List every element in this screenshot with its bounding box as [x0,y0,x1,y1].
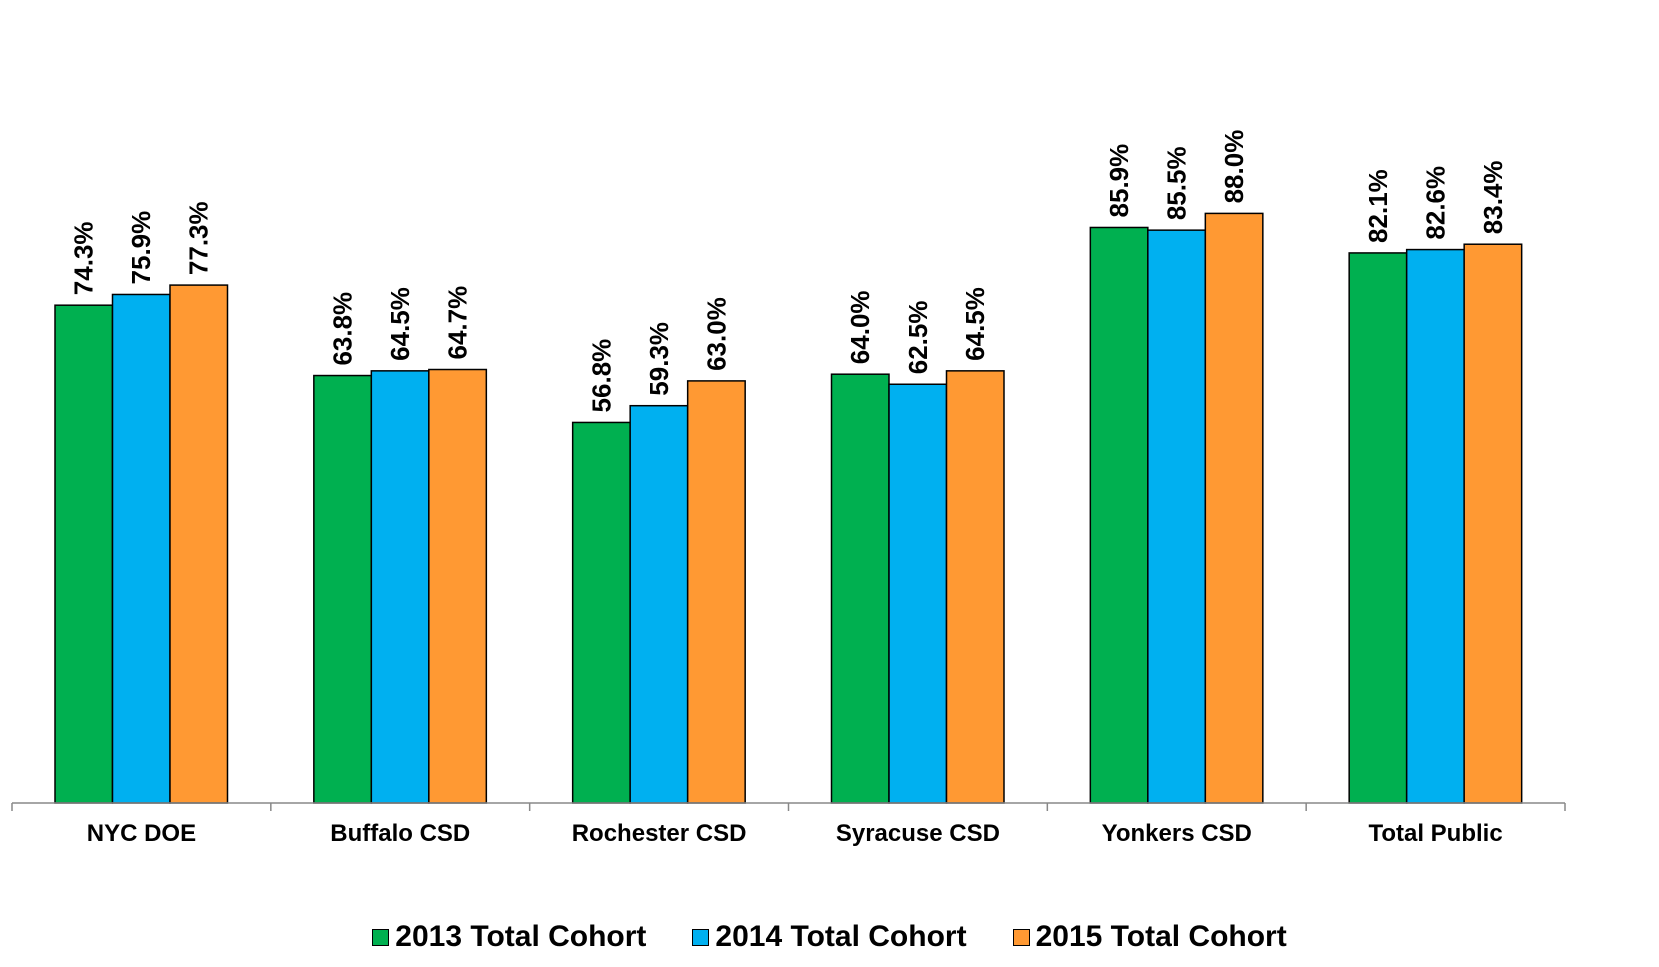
legend-swatch-2015 [1012,928,1030,946]
legend-item-2014: 2014 Total Cohort [692,920,967,954]
x-tick-label-total-public: Total Public [1368,820,1502,847]
data-label-rochester-csd-2013: 56.8% [586,339,616,413]
data-label-syracuse-csd-2014: 62.5% [903,301,933,375]
legend: 2013 Total Cohort 2014 Total Cohort 2015… [0,917,1659,957]
data-label-yonkers-csd-2015: 88.0% [1219,130,1249,204]
x-axis: NYC DOE Buffalo CSD Rochester CSD Syracuse … [11,802,1566,847]
bar-buffalo-csd-2015 [428,368,488,804]
data-label-rochester-csd-2015: 63.0% [701,297,731,371]
bar-rochester-csd-2013 [571,421,631,804]
bar-syracuse-csd-2015 [945,370,1005,804]
data-label-total-public-2013: 82.1% [1363,169,1393,243]
data-label-buffalo-csd-2015: 64.7% [443,286,473,360]
legend-item-2015: 2015 Total Cohort [1012,920,1287,954]
legend-label-2013: 2013 Total Cohort [395,920,647,953]
bar-yonkers-csd-2015 [1204,212,1264,804]
data-label-total-public-2014: 82.6% [1420,166,1450,240]
bars-group [54,212,1523,804]
bar-nyc-doe-2014 [111,293,171,804]
data-label-yonkers-csd-2014: 85.5% [1162,146,1192,220]
bar-total-public-2015 [1463,243,1523,804]
x-tick-label-rochester-csd: Rochester CSD [572,820,747,847]
legend-item-2013: 2013 Total Cohort [372,920,646,954]
data-label-buffalo-csd-2014: 64.5% [385,287,415,361]
bar-total-public-2013 [1348,252,1408,804]
data-label-nyc-doe-2013: 74.3% [69,221,99,295]
legend-swatch-2013 [372,928,390,946]
legend-label-2014: 2014 Total Cohort [715,920,967,953]
data-label-rochester-csd-2014: 59.3% [644,322,674,396]
data-label-syracuse-csd-2015: 64.5% [960,287,990,361]
bar-buffalo-csd-2014 [370,370,430,804]
bar-rochester-csd-2015 [686,380,746,804]
data-label-nyc-doe-2014: 75.9% [126,211,156,285]
bar-yonkers-csd-2014 [1147,229,1207,804]
bar-buffalo-csd-2013 [313,374,373,804]
bar-syracuse-csd-2014 [888,383,948,804]
bar-total-public-2014 [1405,248,1465,804]
x-tick-label-nyc-doe: NYC DOE [87,820,196,847]
data-label-total-public-2015: 83.4% [1478,160,1508,234]
bar-rochester-csd-2014 [629,404,689,804]
value-labels-group: 74.3% 75.9% 77.3% 63.8% 64.5% 64.7% 56.8% 59.3%… [69,130,1508,413]
bar-nyc-doe-2013 [54,304,114,804]
x-tick-label-yonkers-csd: Yonkers CSD [1102,820,1252,847]
bar-nyc-doe-2015 [169,284,229,804]
bar-yonkers-csd-2013 [1089,226,1149,804]
x-tick-label-syracuse-csd: Syracuse CSD [836,820,1000,847]
data-label-yonkers-csd-2013: 85.9% [1104,144,1134,218]
legend-swatch-2014 [692,928,710,946]
x-tick-label-buffalo-csd: Buffalo CSD [330,820,470,847]
bar-syracuse-csd-2013 [830,373,890,804]
data-label-syracuse-csd-2013: 64.0% [845,290,875,364]
data-label-buffalo-csd-2013: 63.8% [328,292,358,366]
data-label-nyc-doe-2015: 77.3% [184,201,214,275]
legend-label-2015: 2015 Total Cohort [1035,920,1287,953]
